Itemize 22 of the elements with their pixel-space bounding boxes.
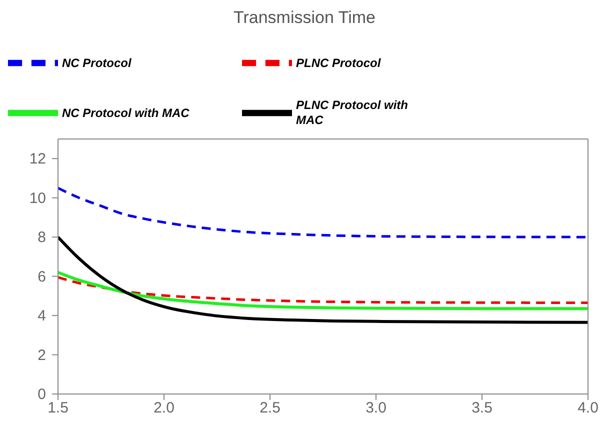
y-tick-label: 2 xyxy=(38,346,46,364)
x-tick-label: 2.0 xyxy=(154,400,174,417)
line-series xyxy=(58,236,588,324)
x-tick-label: 3.0 xyxy=(366,400,386,417)
x-tick-label: 2.5 xyxy=(260,400,280,417)
x-tick-label: 1.5 xyxy=(48,400,68,417)
line-series xyxy=(58,270,588,310)
legend-label: NC Protocol xyxy=(62,56,132,70)
y-tick-label: 0 xyxy=(38,386,46,403)
legend-label: PLNC Protocol with MAC xyxy=(296,98,409,128)
legend-label: NC Protocol with MAC xyxy=(62,106,190,120)
y-tick-label: 4 xyxy=(38,308,46,325)
legend-label: PLNC Protocol xyxy=(296,56,382,70)
line-series xyxy=(58,276,588,304)
x-tick-label: 3.5 xyxy=(472,400,492,417)
y-tick-label: 8 xyxy=(38,229,46,246)
y-tick-label: 12 xyxy=(29,150,46,168)
line-series xyxy=(58,186,588,238)
chart-title: Transmission Time xyxy=(232,8,376,29)
y-tick-label: 10 xyxy=(29,190,46,207)
y-tick-label: 6 xyxy=(38,268,46,286)
x-tick-label: 4.0 xyxy=(578,400,598,417)
